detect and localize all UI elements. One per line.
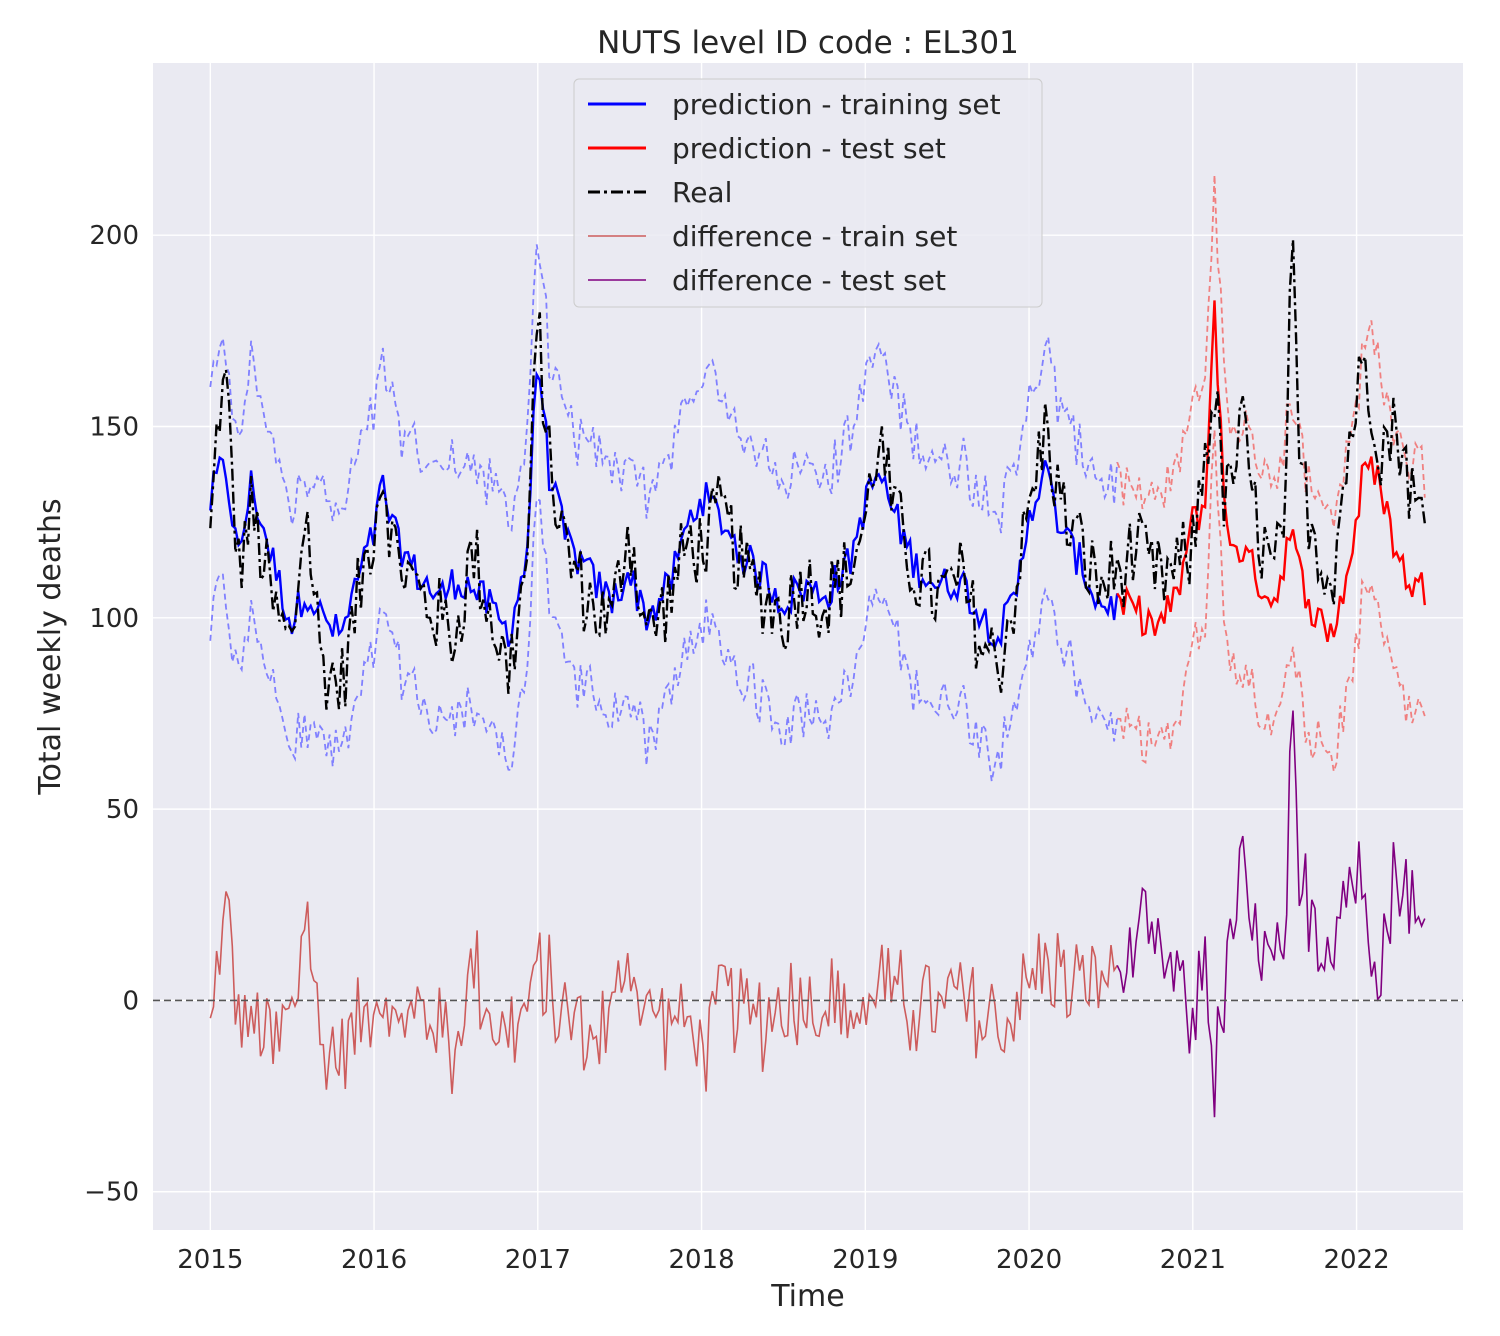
- test-lower-band: [1117, 429, 1426, 772]
- test-upper-band: [1116, 174, 1426, 528]
- series-prediction-test: [1116, 300, 1426, 643]
- x-tick-label: 2019: [832, 1245, 898, 1275]
- train-upper-band: [209, 244, 1119, 534]
- chart-title: NUTS level ID code : EL301: [597, 25, 1019, 61]
- x-tick-label: 2015: [177, 1245, 243, 1275]
- series-prediction-training: [209, 370, 1119, 649]
- tick-labels: 2015 2016 2017 2018 2019 2020 2021 2022 −50 0 50 10…: [84, 221, 1390, 1275]
- x-tick-label: 2017: [505, 1245, 571, 1275]
- legend-label: difference - test set: [672, 264, 946, 297]
- y-axis-label: Total weekly deaths: [33, 498, 68, 795]
- x-tick-label: 2022: [1323, 1245, 1389, 1275]
- legend-label: Real: [672, 176, 732, 209]
- y-tick-label: −50: [84, 1178, 139, 1208]
- x-tick-label: 2021: [1160, 1245, 1226, 1275]
- x-tick-label: 2020: [996, 1245, 1062, 1275]
- y-tick-label: 150: [89, 412, 139, 442]
- y-tick-label: 50: [106, 795, 139, 825]
- legend: prediction - training set prediction - te…: [573, 78, 1043, 308]
- legend-label: prediction - training set: [672, 88, 1001, 121]
- legend-label: prediction - test set: [672, 132, 946, 165]
- legend-box: [573, 78, 1043, 308]
- train-lower-band: [209, 497, 1119, 782]
- series-difference-test: [1116, 710, 1426, 1118]
- x-tick-label: 2016: [341, 1245, 407, 1275]
- x-axis-label: Time: [770, 1279, 844, 1314]
- y-tick-label: 200: [89, 221, 139, 251]
- y-tick-label: 0: [122, 986, 139, 1016]
- series-layer: [153, 174, 1463, 1118]
- y-tick-label: 100: [89, 604, 139, 634]
- series-difference-train: [209, 891, 1118, 1095]
- legend-label: difference - train set: [672, 220, 957, 253]
- series-real: [209, 239, 1426, 710]
- x-tick-label: 2018: [668, 1245, 734, 1275]
